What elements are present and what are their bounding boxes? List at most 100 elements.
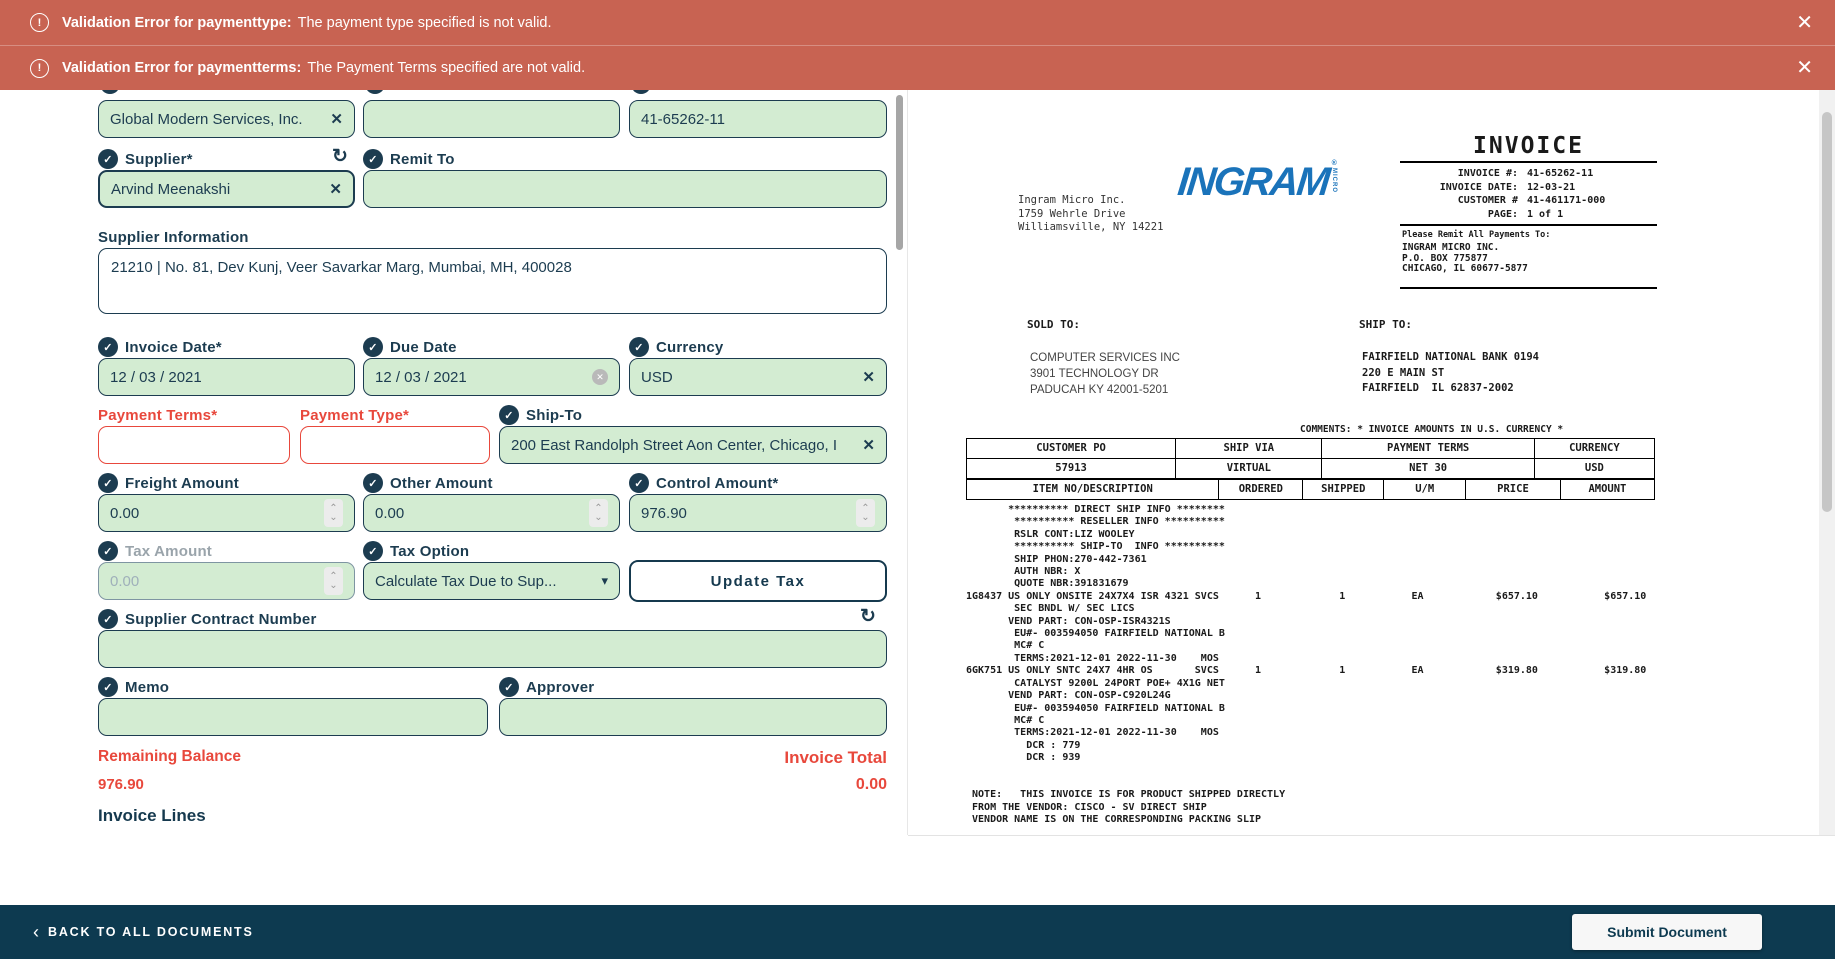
checkmark-icon: ✓: [629, 473, 649, 493]
payment-type-label: Payment Type*: [300, 406, 410, 424]
currency-field[interactable]: USD ✕: [629, 358, 887, 396]
dropdown-caret-icon[interactable]: ▾: [601, 573, 608, 588]
tax-option-select[interactable]: Calculate Tax Due to Sup... ▾: [363, 562, 620, 600]
submit-document-button[interactable]: Submit Document: [1572, 914, 1762, 950]
clear-icon[interactable]: ✕: [862, 437, 875, 454]
invoice-header-block: INVOICE INVOICE #: 41-65262-11 INVOICE DA…: [1400, 134, 1657, 293]
invoice-total-value: 0.00: [855, 776, 887, 793]
due-date-label: ✓ Due Date: [363, 336, 457, 358]
chevron-down-icon[interactable]: ⌄: [329, 511, 338, 523]
other-amount-label: ✓ Other Amount: [363, 472, 493, 494]
payment-type-field[interactable]: [300, 426, 490, 464]
clear-icon[interactable]: ✕: [862, 369, 875, 386]
close-icon[interactable]: ✕: [1796, 57, 1813, 79]
invoice-date-value: 12 / 03 / 2021: [110, 368, 202, 386]
checkmark-icon: ✓: [499, 405, 519, 425]
chevron-down-icon: ⌄: [329, 579, 338, 591]
po-header: CUSTOMER PO: [1036, 442, 1106, 454]
banner-title: Validation Error for paymentterms:: [62, 60, 302, 76]
po-header: SHIP VIA: [1175, 439, 1321, 458]
sold-to-label: SOLD TO:: [1027, 318, 1080, 331]
invoice-number-value: 41-65262-11: [641, 110, 725, 128]
supplier-information-label: Supplier Information: [98, 228, 249, 246]
tax-amount-value: 0.00: [110, 572, 140, 590]
form-scrollbar[interactable]: [896, 95, 903, 250]
customer-number-label: CUSTOMER #: [1457, 195, 1518, 206]
approver-label: ✓ Approver: [499, 676, 594, 698]
clear-icon[interactable]: ✕: [330, 111, 343, 128]
items-header: ITEM NO/DESCRIPTION: [1032, 483, 1153, 495]
invoice-date: 12-03-21: [1527, 181, 1576, 193]
invoice-date-field[interactable]: 12 / 03 / 2021: [98, 358, 355, 396]
viewer-bottom-edge: [908, 835, 1835, 836]
chevron-down-icon[interactable]: ⌄: [594, 511, 603, 523]
viewer-scrollbar-thumb[interactable]: [1822, 112, 1832, 512]
warning-icon: !: [30, 13, 49, 32]
vendor-address: Ingram Micro Inc. 1759 Wehrle Drive Will…: [1018, 194, 1164, 233]
company-value: Global Modern Services, Inc.: [110, 110, 303, 128]
freight-amount-label: ✓ Freight Amount: [98, 472, 239, 494]
ship-to-field[interactable]: 200 East Randolph Street Aon Center, Chi…: [499, 426, 887, 464]
checkmark-icon: ✓: [98, 609, 118, 629]
items-header: ORDERED: [1218, 480, 1302, 499]
clear-circle-icon[interactable]: ✕: [592, 369, 608, 385]
clear-icon[interactable]: ✕: [329, 181, 342, 198]
banner-message: The Payment Terms specified are not vali…: [307, 60, 586, 76]
payment-terms-field[interactable]: [98, 426, 290, 464]
due-date-field[interactable]: 12 / 03 / 2021 ✕: [363, 358, 620, 396]
close-icon[interactable]: ✕: [1796, 11, 1813, 34]
banner-title: Validation Error for paymenttype:: [62, 14, 292, 31]
chevron-up-icon[interactable]: ⌃: [594, 502, 603, 514]
items-header: SHIPPED: [1302, 480, 1383, 499]
items-header: AMOUNT: [1559, 480, 1654, 499]
ship-to-label: SHIP TO:: [1359, 318, 1412, 331]
po-value: USD: [1533, 459, 1654, 478]
chevron-left-icon: ‹: [33, 922, 39, 942]
checkmark-icon: ✓: [363, 337, 383, 357]
control-amount-field[interactable]: 976.90 ⌃ ⌄: [629, 494, 887, 532]
chevron-down-icon[interactable]: ⌄: [861, 511, 870, 523]
chevron-up-icon[interactable]: ⌃: [861, 502, 870, 514]
panel-divider: [907, 90, 908, 835]
number-stepper[interactable]: ⌃ ⌄: [856, 499, 875, 527]
number-stepper[interactable]: ⌃ ⌄: [324, 499, 343, 527]
checkmark-icon: ✓: [98, 149, 118, 169]
refresh-supplier-icon[interactable]: ↻: [332, 146, 348, 167]
chevron-up-icon[interactable]: ⌃: [329, 502, 338, 514]
page-label: PAGE:: [1487, 208, 1518, 220]
number-stepper[interactable]: ⌃ ⌄: [589, 499, 608, 527]
tax-option-value: Calculate Tax Due to Sup...: [375, 572, 557, 590]
checkmark-icon: ✓: [98, 677, 118, 697]
freight-amount-field[interactable]: 0.00 ⌃ ⌄: [98, 494, 355, 532]
company-field[interactable]: Global Modern Services, Inc. ✕: [98, 100, 355, 138]
control-amount-label: ✓ Control Amount*: [629, 472, 778, 494]
update-tax-button[interactable]: Update Tax: [629, 560, 887, 602]
invoice-number: 41-65262-11: [1527, 168, 1594, 179]
invoice-line-items: ********** DIRECT SHIP INFO ******** ***…: [966, 504, 1647, 826]
checkmark-icon: ✓: [363, 149, 383, 169]
po-value: VIRTUAL: [1175, 459, 1321, 478]
back-to-all-documents-link[interactable]: ‹ BACK TO ALL DOCUMENTS: [33, 922, 254, 942]
memo-label: ✓ Memo: [98, 676, 169, 698]
supplier-contract-number-field[interactable]: [98, 630, 887, 668]
checkmark-icon: ✓: [98, 473, 118, 493]
remit-to-field[interactable]: [363, 170, 887, 208]
supplier-information-field[interactable]: 21210 | No. 81, Dev Kunj, Veer Savarkar …: [98, 248, 887, 314]
checkmark-icon: ✓: [98, 337, 118, 357]
ship-to-value: 200 East Randolph Street Aon Center, Chi…: [511, 436, 838, 454]
row1-field2[interactable]: [363, 100, 620, 138]
approver-field[interactable]: [499, 698, 887, 736]
tax-amount-label: ✓ Tax Amount: [98, 540, 212, 562]
checkmark-icon: ✓: [98, 541, 118, 561]
currency-value: USD: [641, 368, 673, 386]
invoice-number-field[interactable]: 41-65262-11: [629, 100, 887, 138]
supplier-field[interactable]: Arvind Meenakshi ✕: [98, 170, 355, 208]
memo-field[interactable]: [98, 698, 488, 736]
banner-message: The payment type specified is not valid.: [297, 14, 552, 31]
checkmark-icon: ✓: [363, 541, 383, 561]
refresh-contract-icon[interactable]: ↻: [860, 606, 876, 627]
invoice-lines-heading: Invoice Lines: [98, 806, 206, 825]
other-amount-field[interactable]: 0.00 ⌃ ⌄: [363, 494, 620, 532]
payment-terms-label: Payment Terms*: [98, 406, 218, 424]
remaining-balance-label: Remaining Balance: [98, 748, 241, 765]
